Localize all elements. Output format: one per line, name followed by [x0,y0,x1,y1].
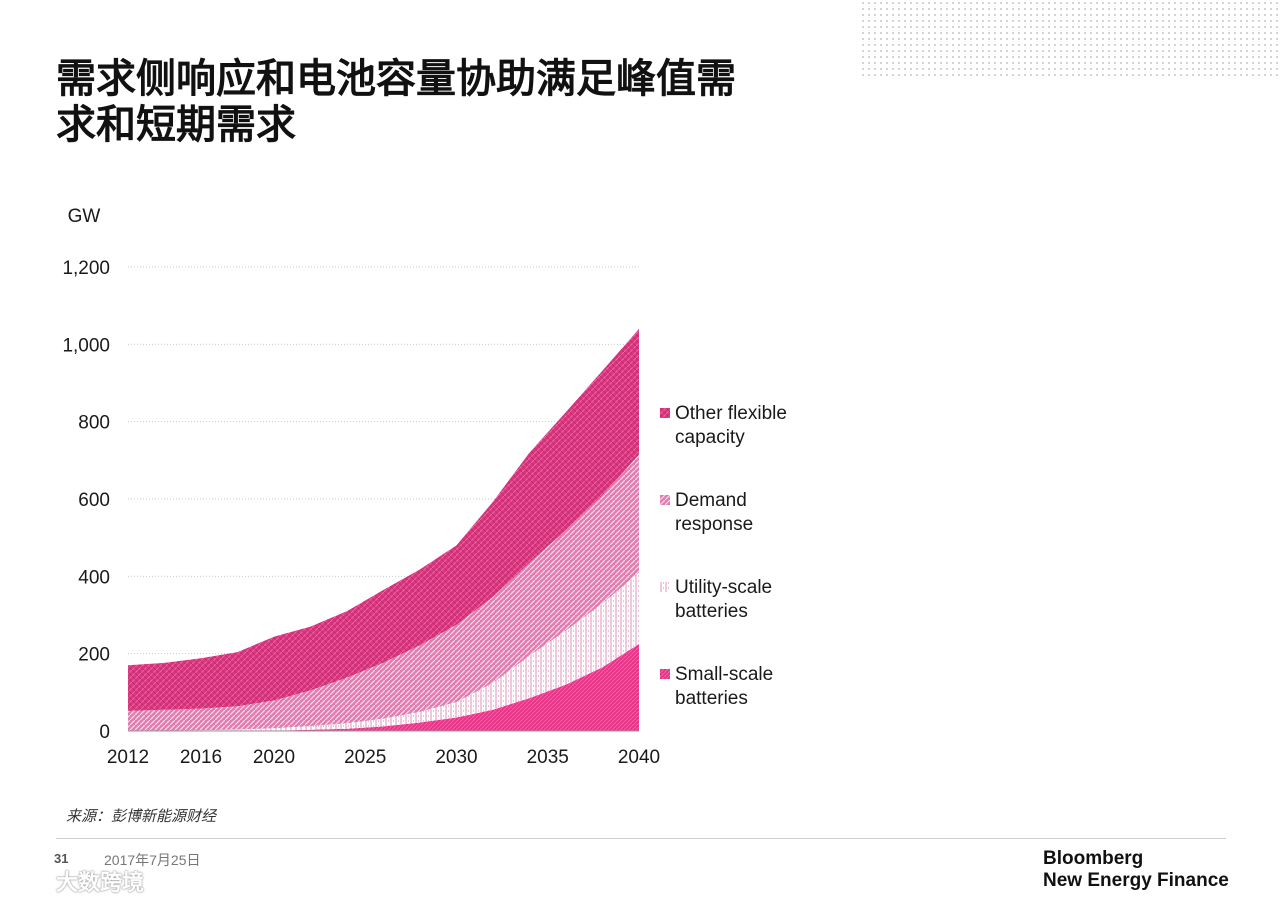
watermark: 大数跨境 [6,866,144,896]
area-other-flexible [128,328,639,711]
legend-label-utility-batteries: Utility-scale batteries [675,576,845,624]
legend-label-other-flexible: Other flexible capacity [675,402,845,450]
legend-swatch-small-batteries [660,669,670,679]
legend-text: response [675,514,754,535]
watermark-text: 大数跨境 [56,871,145,896]
page-title-line-2: 求和短期需求 [56,102,296,148]
x-tick-label: 2040 [618,747,660,768]
legend-text: capacity [675,427,745,448]
area-demand-response [128,454,639,731]
x-tick-label: 2025 [344,747,386,768]
chart-legend: Other flexible capacity Demand response … [658,400,838,748]
legend-swatch-demand-response [660,495,670,505]
y-tick-label: 400 [78,567,110,588]
x-tick-label: 2030 [435,747,477,768]
legend-label-demand-response: Demand response [675,489,845,537]
legend-text: batteries [675,688,748,709]
decorative-dot-grid [860,0,1280,80]
legend-text: Demand [675,490,747,511]
page-number: 31 [54,851,69,866]
area-small-batteries [128,644,639,731]
brand-line-2: New Energy Finance [1043,870,1229,891]
legend-text: Utility-scale [675,577,773,598]
x-tick-labels: 2012 2016 2020 2025 2030 2035 2040 [107,747,660,768]
legend-text: batteries [675,601,748,622]
page-title: 需求侧响应和电池容量协助满足峰值需 求和短期需求 [56,56,856,148]
legend-swatch-other-flexible [660,408,670,418]
legend-item-small-batteries: Small-scale batteries [658,661,838,748]
legend-item-demand-response: Demand response [658,487,838,574]
y-tick-label: 1,000 [62,335,110,356]
legend-text: Other flexible [675,403,787,424]
y-tick-label: 600 [78,490,110,511]
series-areas [128,328,639,731]
page-title-line-1: 需求侧响应和电池容量协助满足峰值需 [56,56,736,102]
source-note: 来源：彭博新能源财经 [66,807,217,825]
legend-swatch-utility-batteries [660,582,670,592]
x-tick-label: 2035 [527,747,569,768]
footer-divider [56,838,1226,839]
legend-item-utility-batteries: Utility-scale batteries [658,574,838,661]
y-axis-label: GW [68,206,101,227]
x-tick-label: 2016 [180,747,222,768]
y-tick-label: 0 [99,722,110,743]
y-tick-label: 1,200 [62,258,110,279]
legend-item-other-flexible: Other flexible capacity [658,400,838,487]
brand-line-1: Bloomberg [1043,848,1144,869]
slide-date: 2017年7月25日 [104,852,201,868]
x-tick-label: 2020 [253,747,295,768]
area-utility-batteries [128,572,639,731]
legend-text: Small-scale [675,664,774,685]
stacked-area-chart: 0 200 400 600 800 1,000 1,200 2012 2016 2020 2025… [62,206,660,768]
y-tick-label: 800 [78,413,110,434]
y-tick-labels: 0 200 400 600 800 1,000 1,200 [62,258,110,743]
brand-logo-text: Bloomberg New Energy Finance [1043,848,1229,892]
watermark-logo-icon [6,871,49,891]
x-tick-label: 2012 [107,747,149,768]
legend-label-small-batteries: Small-scale batteries [675,663,845,711]
y-tick-label: 200 [78,645,110,666]
